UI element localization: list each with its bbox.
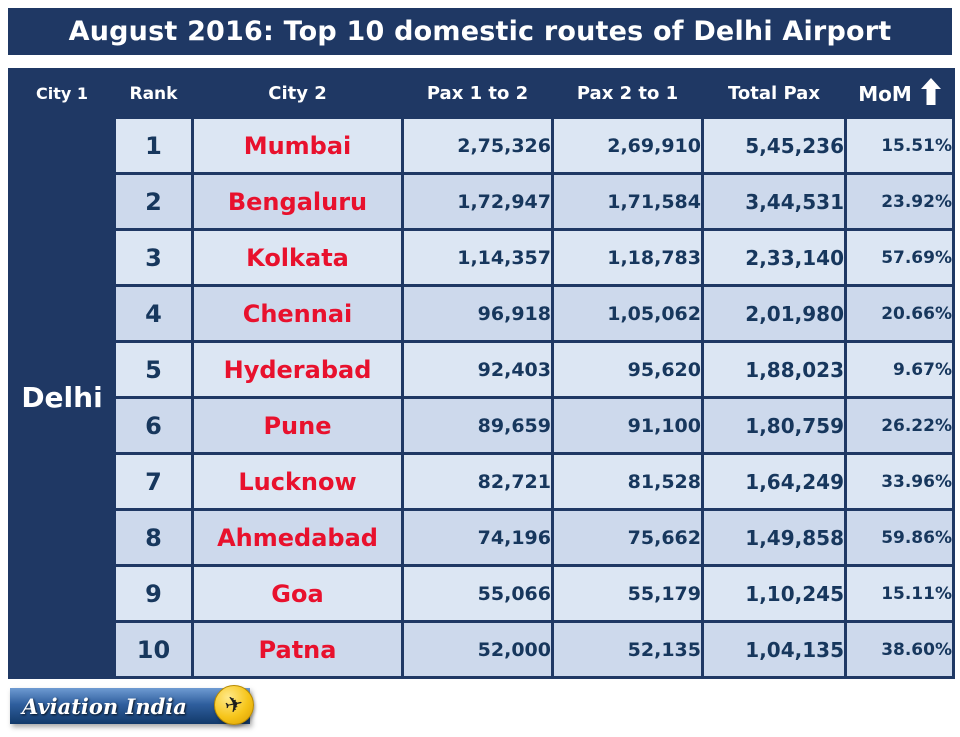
total-pax-cell: 1,88,023 [701, 340, 847, 399]
col-header-mom: MoM [844, 68, 955, 119]
table-row: 7 Lucknow 82,721 81,528 1,64,249 33.96% [10, 452, 955, 511]
city1-cell: Delhi [8, 116, 116, 679]
table-row: 10 Patna 52,000 52,135 1,04,135 38.60% [10, 620, 955, 679]
pax-2-to-1-cell: 75,662 [551, 508, 704, 567]
total-pax-cell: 5,45,236 [701, 116, 847, 175]
total-pax-cell: 1,64,249 [701, 452, 847, 511]
rank-cell: 9 [113, 564, 194, 623]
total-pax-cell: 2,01,980 [701, 284, 847, 343]
pax-1-to-2-cell: 2,75,326 [401, 116, 554, 175]
mom-cell: 9.67% [844, 340, 955, 399]
pax-2-to-1-cell: 2,69,910 [551, 116, 704, 175]
mom-cell: 59.86% [844, 508, 955, 567]
rank-cell: 7 [113, 452, 194, 511]
pax-1-to-2-cell: 96,918 [401, 284, 554, 343]
city2-cell: Hyderabad [191, 340, 404, 399]
mom-cell: 33.96% [844, 452, 955, 511]
mom-cell: 15.51% [844, 116, 955, 175]
airplane-icon: ✈ [214, 685, 254, 725]
rank-cell: 2 [113, 172, 194, 231]
total-pax-cell: 1,10,245 [701, 564, 847, 623]
table-row: 3 Kolkata 1,14,357 1,18,783 2,33,140 57.… [10, 228, 955, 287]
brand-name: Aviation India [22, 693, 187, 719]
pax-1-to-2-cell: 82,721 [401, 452, 554, 511]
city2-cell: Mumbai [191, 116, 404, 175]
col-header-total-pax: Total Pax [701, 68, 847, 119]
total-pax-cell: 2,33,140 [701, 228, 847, 287]
rank-cell: 5 [113, 340, 194, 399]
pax-2-to-1-cell: 1,05,062 [551, 284, 704, 343]
rank-cell: 4 [113, 284, 194, 343]
table-row: 2 Bengaluru 1,72,947 1,71,584 3,44,531 2… [10, 172, 955, 231]
aviation-india-logo: Aviation India ✈ [10, 685, 254, 725]
rank-cell: 3 [113, 228, 194, 287]
rank-cell: 1 [113, 116, 194, 175]
up-arrow-icon [920, 77, 941, 110]
table-row: 8 Ahmedabad 74,196 75,662 1,49,858 59.86… [10, 508, 955, 567]
table-row: 5 Hyderabad 92,403 95,620 1,88,023 9.67% [10, 340, 955, 399]
pax-1-to-2-cell: 55,066 [401, 564, 554, 623]
total-pax-cell: 1,80,759 [701, 396, 847, 455]
rank-cell: 8 [113, 508, 194, 567]
pax-1-to-2-cell: 74,196 [401, 508, 554, 567]
total-pax-cell: 3,44,531 [701, 172, 847, 231]
header-row: City 1 Rank City 2 Pax 1 to 2 Pax 2 to 1… [8, 68, 955, 119]
pax-2-to-1-cell: 91,100 [551, 396, 704, 455]
city2-cell: Bengaluru [191, 172, 404, 231]
pax-2-to-1-cell: 95,620 [551, 340, 704, 399]
mom-cell: 26.22% [844, 396, 955, 455]
table-row: Delhi 1 Mumbai 2,75,326 2,69,910 5,45,23… [8, 116, 955, 679]
pax-1-to-2-cell: 89,659 [401, 396, 554, 455]
mom-cell: 38.60% [844, 620, 955, 679]
pax-1-to-2-cell: 52,000 [401, 620, 554, 679]
total-pax-cell: 1,04,135 [701, 620, 847, 679]
city2-cell: Lucknow [191, 452, 404, 511]
mom-cell: 20.66% [844, 284, 955, 343]
total-pax-cell: 1,49,858 [701, 508, 847, 567]
table-row: 6 Pune 89,659 91,100 1,80,759 26.22% [10, 396, 955, 455]
pax-1-to-2-cell: 1,72,947 [401, 172, 554, 231]
pax-2-to-1-cell: 1,18,783 [551, 228, 704, 287]
rank-cell: 10 [113, 620, 194, 679]
col-header-city1: City 1 [8, 68, 116, 119]
table-row: 4 Chennai 96,918 1,05,062 2,01,980 20.66… [10, 284, 955, 343]
pax-2-to-1-cell: 81,528 [551, 452, 704, 511]
city2-cell: Patna [191, 620, 404, 679]
mom-cell: 57.69% [844, 228, 955, 287]
city2-cell: Ahmedabad [191, 508, 404, 567]
city2-cell: Chennai [191, 284, 404, 343]
pax-2-to-1-cell: 52,135 [551, 620, 704, 679]
col-header-city2: City 2 [191, 68, 404, 119]
pax-1-to-2-cell: 92,403 [401, 340, 554, 399]
mom-cell: 23.92% [844, 172, 955, 231]
pax-2-to-1-cell: 1,71,584 [551, 172, 704, 231]
col-header-rank: Rank [113, 68, 194, 119]
table-row: 9 Goa 55,066 55,179 1,10,245 15.11% [10, 564, 955, 623]
col-header-pax-1-to-2: Pax 1 to 2 [401, 68, 554, 119]
routes-table: City 1 Rank City 2 Pax 1 to 2 Pax 2 to 1… [8, 68, 955, 679]
page-title: August 2016: Top 10 domestic routes of D… [8, 8, 952, 55]
col-header-pax-2-to-1: Pax 2 to 1 [551, 68, 704, 119]
city2-cell: Pune [191, 396, 404, 455]
city2-cell: Kolkata [191, 228, 404, 287]
pax-2-to-1-cell: 55,179 [551, 564, 704, 623]
mom-label: MoM [858, 81, 912, 106]
pax-1-to-2-cell: 1,14,357 [401, 228, 554, 287]
rank-cell: 6 [113, 396, 194, 455]
mom-cell: 15.11% [844, 564, 955, 623]
city2-cell: Goa [191, 564, 404, 623]
